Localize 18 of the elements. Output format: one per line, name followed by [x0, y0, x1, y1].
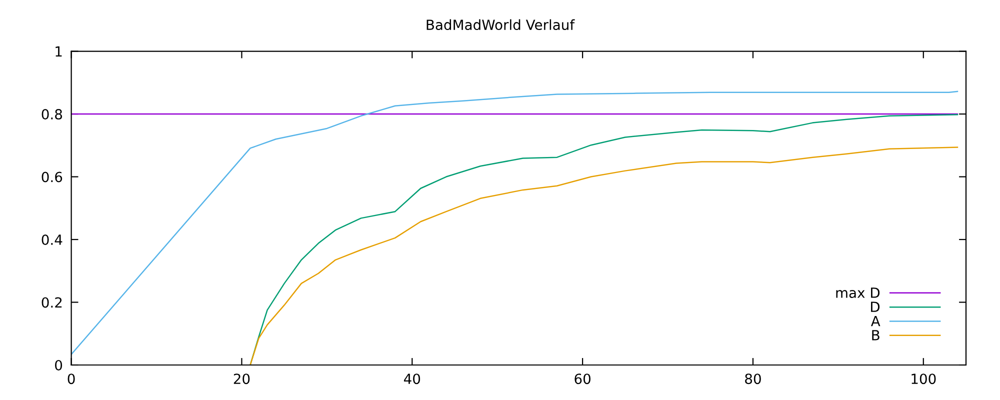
x-tick-label: 40 — [404, 374, 420, 384]
x-tick-label: 100 — [912, 374, 936, 384]
legend-label: max D — [836, 288, 880, 298]
legend-label: A — [870, 316, 880, 326]
y-tick-label: 0.8 — [42, 108, 62, 120]
x-tick-label: 60 — [574, 374, 590, 384]
x-tick-label: 80 — [745, 374, 761, 384]
chart-title: BadMadWorld Verlauf — [426, 19, 575, 30]
y-tick-label: 0.4 — [42, 234, 62, 245]
legend-label: B — [872, 330, 880, 340]
y-tick-label: 1 — [56, 46, 62, 57]
legend-label: D — [871, 302, 880, 312]
line-series — [71, 90, 958, 355]
y-tick-label: 0.2 — [42, 297, 62, 308]
y-tick-label: 0 — [55, 360, 62, 370]
x-tick-label: 0 — [68, 374, 75, 384]
y-tick-label: 0.6 — [42, 172, 62, 182]
x-tick-label: 20 — [234, 374, 250, 384]
